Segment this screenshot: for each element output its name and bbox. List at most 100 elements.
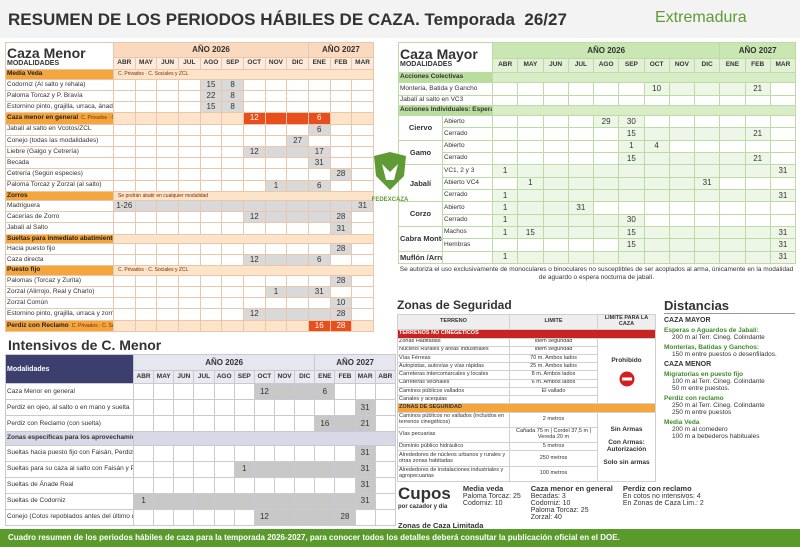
period-cell: 12: [242, 254, 266, 267]
period-cell: [334, 399, 356, 417]
period-cell: [744, 115, 771, 129]
period-cell: [221, 254, 244, 267]
zone-row: Caminos públicos no vallados (incluidos …: [397, 411, 656, 483]
period-cell: [643, 176, 670, 191]
period-cell: [113, 179, 136, 192]
month-header: FEB: [329, 56, 353, 71]
modality-row: Hembras 15 31: [399, 238, 797, 252]
period-cell: [719, 94, 746, 106]
period-cell: [354, 383, 376, 401]
period-cell: [242, 157, 266, 170]
period-cell: [592, 94, 620, 106]
modality-label: Jabalí al salto en VC3: [398, 94, 493, 106]
period-cell: [351, 78, 374, 91]
period-cell: [744, 164, 771, 178]
section-title: Caza Menor: [7, 44, 86, 61]
period-cell: [177, 89, 201, 103]
period-cell: [233, 399, 255, 417]
period-cell: [153, 476, 175, 494]
intensivos-title: Intensivos de C. Menor: [8, 337, 162, 353]
period-cell: [242, 89, 266, 103]
modality-label: Sueltas de Ánade Real: [5, 476, 134, 494]
period-cell: [193, 492, 215, 510]
period-cell: 1: [233, 460, 255, 478]
period-cell: [199, 211, 223, 224]
period-cell: [134, 101, 158, 114]
period-cell: 21: [744, 152, 771, 166]
period-cell: [221, 297, 244, 310]
period-cell: [769, 201, 797, 215]
zone-cell: Núcleos Rurales y áreas Industriales: [397, 345, 510, 355]
period-cell: 15: [618, 152, 645, 166]
period-cell: [242, 168, 266, 181]
period-cell: 15: [618, 238, 645, 252]
period-cell: [199, 179, 223, 192]
period-cell: [156, 297, 179, 310]
state-label: Cerrado: [442, 189, 493, 203]
modality-row: Abierto VC4 1 31: [399, 176, 797, 191]
period-cell: [668, 115, 696, 129]
modality-row: Paloma Torcaz y P. Bravía 22 8: [5, 89, 374, 103]
period-cell: [668, 164, 696, 178]
period-cell: 21: [354, 415, 376, 433]
group-fill: [113, 233, 374, 245]
group-row: Puesto fijo C. Privados · C. Sociales y Z…: [5, 265, 374, 276]
period-cell: [113, 112, 136, 125]
modality-row: Gamo Abierto 1 4: [398, 139, 797, 166]
period-cell: [156, 168, 179, 181]
period-cell: [719, 164, 746, 178]
period-cell: [199, 112, 223, 125]
period-cell: [221, 123, 244, 136]
period-cell: 1: [132, 492, 155, 510]
period-cell: [177, 134, 201, 147]
month-header: JUN: [542, 58, 569, 74]
period-cell: [592, 250, 620, 265]
modality-label: Palomas (Torcaz y Zurita): [5, 274, 114, 287]
period-cell: 15: [517, 225, 544, 240]
period-cell: [329, 285, 353, 299]
state-label: VC1, 2 y 3: [442, 164, 493, 178]
period-cell: [374, 399, 396, 417]
modality-row: Perdiz en ojeo, al salto o en mano y sue…: [5, 399, 396, 417]
period-cell: [491, 127, 519, 141]
state-label: Cerrado: [442, 213, 493, 227]
period-cell: 30: [618, 213, 645, 227]
modality-label: Liebre (Galgo y Cetrería): [5, 145, 114, 159]
period-cell: [177, 211, 201, 224]
section-title: ZONAS DE SEGURIDAD: [397, 403, 656, 413]
period-cell: [213, 415, 235, 433]
group-title: CAZA MENOR: [664, 361, 712, 368]
group-row: Zonas específicas para los aprovechamien…: [5, 431, 396, 446]
modality-row: Zorzal Común 10: [5, 297, 374, 310]
period-cell: 31: [769, 164, 797, 178]
period-cell: [351, 285, 374, 299]
period-cell: 6: [307, 179, 331, 192]
period-cell: [156, 179, 179, 192]
period-cell: [693, 201, 721, 215]
period-cell: [351, 222, 374, 235]
zone-cell: Caminos públicos vallados: [397, 386, 510, 397]
column-header: LIMITE PARA LA CAZA: [597, 313, 656, 331]
period-cell: [132, 415, 155, 433]
zone-cell: Dominio público hidráulico: [397, 442, 510, 452]
period-cell: [294, 460, 316, 478]
period-cell: [221, 179, 244, 192]
period-cell: [242, 123, 266, 136]
item-line: 200 m al comedero: [672, 426, 728, 433]
zone-cell: El vallado: [509, 386, 598, 397]
item-line: 100 m al Terr. Cineg. Colindante: [672, 378, 765, 385]
modality-label: Conejo (todas las modalidades): [5, 134, 114, 147]
period-cell: [307, 134, 331, 147]
month-header: FEB: [334, 370, 356, 385]
period-cell: [242, 285, 266, 299]
group-note: C. Privados · C. Sociales y ZCL: [118, 267, 189, 274]
period-cell: [153, 460, 175, 478]
modality-label: Sueltas de Codorniz: [5, 492, 134, 510]
modality-row: Corzo Abierto 1 31: [398, 201, 797, 227]
period-cell: [134, 243, 158, 256]
period-cell: [286, 243, 309, 256]
period-cell: [592, 176, 620, 191]
period-cell: [113, 319, 136, 333]
